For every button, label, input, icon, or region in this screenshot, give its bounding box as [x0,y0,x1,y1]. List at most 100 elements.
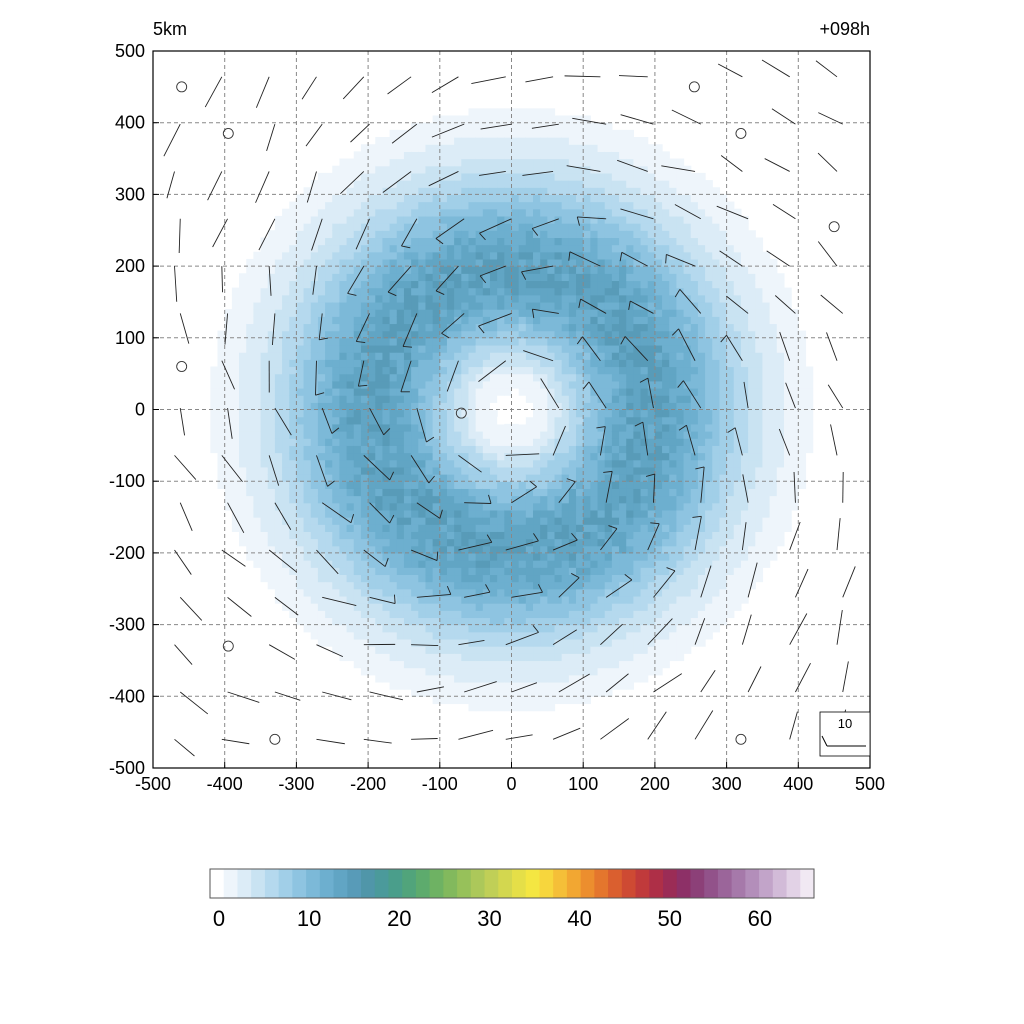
heat-cell [454,610,462,619]
heat-cell [568,258,577,267]
heat-cell [554,337,563,346]
heat-cell [540,180,548,188]
heat-cell [583,330,591,339]
heat-cell [439,244,448,253]
heat-cell [712,466,721,475]
heat-cell [310,330,319,339]
heat-cell [303,552,312,561]
heat-cell [611,344,620,353]
heat-cell [547,538,556,547]
heat-cell [360,172,369,181]
heat-cell [411,581,419,590]
heat-cell [482,631,491,640]
heat-cell [289,366,297,375]
heat-cell [669,323,678,332]
heat-cell [662,574,670,583]
heat-cell [418,402,427,411]
heat-cell [339,495,348,504]
heat-cell [274,452,283,461]
heat-cell [554,452,563,461]
heat-cell [382,337,391,346]
heat-cell [360,287,369,296]
heat-cell [332,560,341,568]
heat-cell [475,646,484,654]
heat-cell [676,309,685,317]
heat-cell [253,251,262,260]
heat-cell [325,624,333,633]
heat-cell [368,545,376,554]
heat-cell [712,258,721,267]
heat-cell [583,301,591,310]
heat-cell [640,524,649,532]
heat-cell [611,466,620,475]
heat-cell [296,287,305,296]
heat-cell [339,560,348,568]
heat-cell [310,502,319,511]
heat-cell [619,230,627,239]
heat-cell [289,344,297,353]
heat-cell [317,287,326,296]
heat-cell [554,653,563,662]
heat-cell [346,158,355,167]
heat-cell [224,474,233,482]
heat-cell [425,689,434,697]
heat-cell [654,466,663,475]
heat-cell [353,230,362,239]
heat-cell [332,273,341,282]
heat-cell [547,122,556,131]
heat-cell [482,266,491,274]
heat-cell [375,144,384,152]
heat-cell [325,402,333,411]
heat-cell [540,524,548,532]
heat-cell [303,187,312,195]
heat-cell [282,266,290,274]
heat-cell [310,531,319,540]
heat-cell [260,294,269,303]
heat-cell [647,301,656,310]
heat-cell [282,237,290,246]
heat-cell [583,631,591,640]
heat-cell [669,172,678,181]
heat-cell [439,495,448,504]
heat-cell [576,531,584,540]
heat-cell [640,466,649,475]
heat-cell [267,280,276,289]
heat-cell [690,567,699,576]
heat-cell [590,309,599,317]
heat-cell [604,151,613,160]
heat-cell [576,689,584,697]
heat-cell [590,144,599,152]
heat-cell [633,409,642,418]
heat-cell [282,538,290,547]
heat-cell [360,366,369,375]
heat-cell [626,567,634,576]
heat-cell [497,201,505,210]
heat-cell [525,474,534,482]
heat-cell [239,459,247,468]
heat-cell [518,488,527,497]
heat-cell [403,524,412,532]
heat-cell [403,294,412,303]
heat-cell [690,581,699,590]
heat-cell [317,201,326,210]
heat-cell [446,366,455,375]
heat-cell [446,681,455,690]
heat-cell [353,531,362,540]
heat-cell [339,323,348,332]
heat-cell [712,337,721,346]
heat-cell [633,301,642,310]
heat-cell [339,237,348,246]
heat-cell [446,258,455,267]
heat-cell [432,610,441,619]
heat-cell [446,208,455,217]
heat-cell [360,395,369,403]
heat-cell [332,387,341,396]
heat-cell [518,108,527,117]
heat-cell [611,194,620,203]
heat-cell [375,560,384,568]
heat-cell [511,244,520,253]
heat-cell [468,273,477,282]
heat-cell [382,588,391,597]
heat-cell [482,509,491,518]
heat-cell [576,230,584,239]
